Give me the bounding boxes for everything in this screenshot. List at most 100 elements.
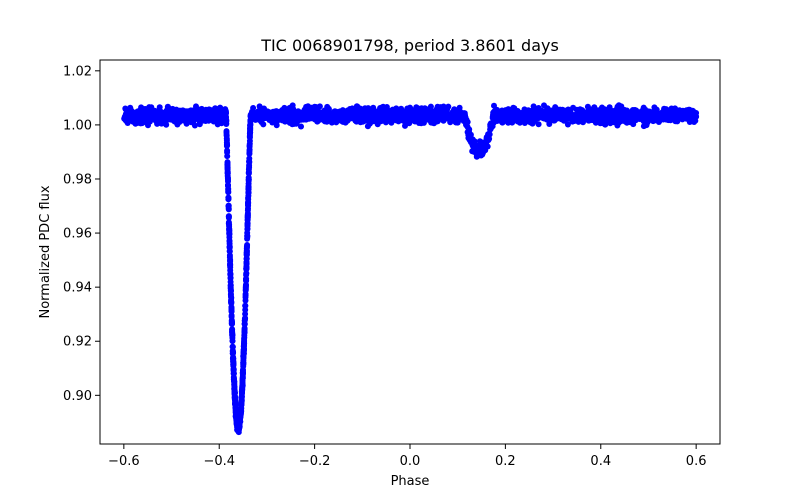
data-point: [642, 115, 648, 122]
data-points: [121, 102, 700, 436]
data-point: [394, 113, 400, 119]
data-point: [225, 182, 231, 189]
data-point: [243, 276, 249, 282]
data-point: [173, 106, 180, 113]
data-point: [224, 160, 231, 166]
data-point: [348, 115, 355, 122]
data-point: [230, 366, 237, 373]
data-point: [227, 275, 234, 282]
data-point: [145, 122, 151, 129]
data-point: [686, 119, 693, 125]
data-point: [229, 347, 236, 354]
data-point: [348, 110, 354, 117]
data-point: [552, 104, 559, 111]
data-point: [667, 114, 674, 121]
data-point: [228, 312, 235, 319]
data-point: [631, 109, 638, 116]
data-point: [245, 170, 252, 177]
data-point: [229, 329, 236, 336]
data-point: [142, 109, 149, 116]
data-point: [193, 103, 199, 110]
data-point: [231, 378, 238, 385]
y-tick-label: 0.92: [63, 335, 92, 350]
data-point: [512, 114, 519, 121]
data-point: [405, 109, 412, 116]
data-point: [239, 386, 246, 393]
data-point: [431, 120, 437, 127]
data-point: [626, 117, 633, 124]
data-point: [432, 107, 439, 114]
data-point: [653, 109, 659, 116]
data-point: [301, 111, 308, 118]
data-point: [135, 113, 142, 120]
data-point: [123, 114, 130, 121]
data-point: [425, 109, 432, 116]
data-point: [231, 387, 238, 394]
data-point: [586, 117, 592, 124]
data-point: [228, 304, 235, 310]
data-point: [528, 110, 535, 117]
chart-title: TIC 0068901798, period 3.8601 days: [260, 36, 559, 55]
data-point: [228, 320, 235, 327]
data-point: [685, 107, 691, 114]
data-point: [490, 109, 497, 116]
data-point: [576, 108, 583, 115]
data-point: [227, 287, 234, 294]
data-point: [541, 114, 548, 121]
data-point: [463, 121, 470, 128]
data-point: [164, 103, 171, 110]
x-axis-ticks: −0.6 −0.4 −0.2 0.0 0.2 0.4 0.6: [108, 444, 706, 469]
data-point: [586, 112, 593, 119]
data-point: [662, 112, 669, 119]
data-point: [614, 122, 621, 129]
data-point: [276, 111, 283, 118]
data-point: [228, 297, 235, 303]
data-point: [238, 393, 245, 400]
data-point: [331, 110, 338, 117]
data-point: [325, 106, 332, 113]
data-point: [196, 116, 203, 122]
data-point: [259, 114, 265, 121]
data-point: [246, 148, 253, 154]
data-point: [243, 263, 250, 270]
data-point: [124, 120, 131, 126]
data-point: [218, 119, 225, 126]
data-point: [239, 379, 246, 386]
data-point: [530, 116, 537, 123]
x-tick-label: −0.6: [108, 454, 140, 469]
data-point: [374, 116, 381, 123]
data-point: [271, 116, 278, 123]
data-point: [541, 102, 547, 109]
data-point: [153, 112, 160, 119]
data-point: [240, 354, 247, 361]
data-point: [535, 121, 542, 128]
data-point: [295, 108, 302, 115]
data-point: [616, 113, 623, 120]
data-point: [208, 112, 214, 119]
data-point: [141, 116, 148, 123]
data-point: [592, 119, 599, 126]
data-point: [227, 282, 234, 289]
data-point: [224, 170, 231, 177]
data-point: [244, 225, 251, 232]
data-point: [373, 109, 380, 116]
data-point: [225, 194, 232, 201]
data-point: [244, 244, 250, 251]
data-point: [561, 117, 567, 124]
data-point: [127, 110, 134, 117]
data-point: [509, 119, 516, 126]
data-point: [468, 138, 475, 144]
data-point: [264, 109, 271, 115]
data-point: [450, 112, 457, 118]
data-point: [427, 103, 434, 110]
data-point: [313, 117, 320, 123]
data-point: [402, 122, 408, 129]
data-point: [245, 199, 252, 205]
data-point: [460, 114, 467, 121]
data-point: [417, 110, 424, 117]
data-point: [226, 231, 233, 237]
data-point: [227, 270, 234, 277]
data-point: [236, 424, 243, 431]
data-point: [383, 114, 390, 120]
